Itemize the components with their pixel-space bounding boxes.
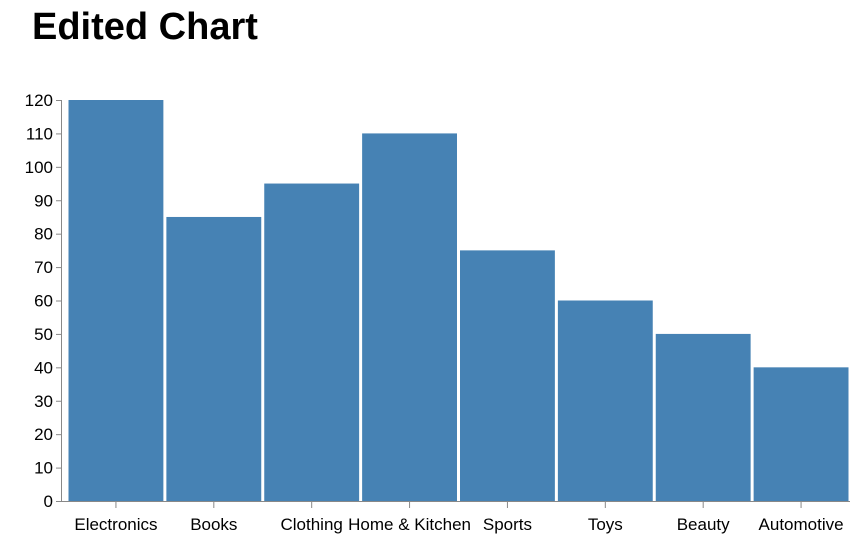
y-tick-label-20: 20 (34, 425, 53, 444)
x-axis: Electronics Books Clothing Home & Kitchen Sp… (61, 501, 850, 534)
y-tick-label-30: 30 (34, 392, 53, 411)
y-tick-label-100: 100 (25, 158, 53, 177)
y-tick-label-80: 80 (34, 225, 53, 244)
bar-clothing (264, 183, 360, 501)
y-axis: 0 10 20 30 40 50 60 70 80 90 100 110 120 (25, 91, 62, 511)
x-tick-label-home-and-kitchen: Home & Kitchen (348, 515, 471, 534)
y-tick-label-90: 90 (34, 191, 53, 210)
x-tick-label-sports: Sports (483, 515, 532, 534)
bars-group (68, 100, 849, 502)
x-tick-label-electronics: Electronics (74, 515, 157, 534)
y-tick-label-120: 120 (25, 91, 53, 110)
bar-toys (557, 300, 653, 501)
y-tick-label-40: 40 (34, 358, 53, 377)
x-tick-label-toys: Toys (588, 515, 623, 534)
bar-automotive (753, 367, 849, 501)
bar-books (166, 216, 262, 502)
y-tick-label-70: 70 (34, 258, 53, 277)
y-tick-label-0: 0 (44, 492, 53, 511)
bar-electronics (68, 100, 164, 501)
x-tick-label-clothing: Clothing (281, 515, 343, 534)
bar-beauty (655, 333, 751, 501)
chart-title: Edited Chart (32, 6, 258, 48)
bar-home-and-kitchen (362, 133, 457, 501)
bar-sports (460, 250, 555, 501)
y-tick-label-60: 60 (34, 292, 53, 311)
y-tick-label-50: 50 (34, 325, 53, 344)
y-tick-label-110: 110 (26, 124, 53, 143)
x-tick-label-books: Books (190, 515, 237, 534)
y-tick-label-10: 10 (34, 459, 53, 478)
x-tick-label-beauty: Beauty (677, 515, 730, 534)
x-tick-label-automotive: Automotive (759, 515, 844, 534)
